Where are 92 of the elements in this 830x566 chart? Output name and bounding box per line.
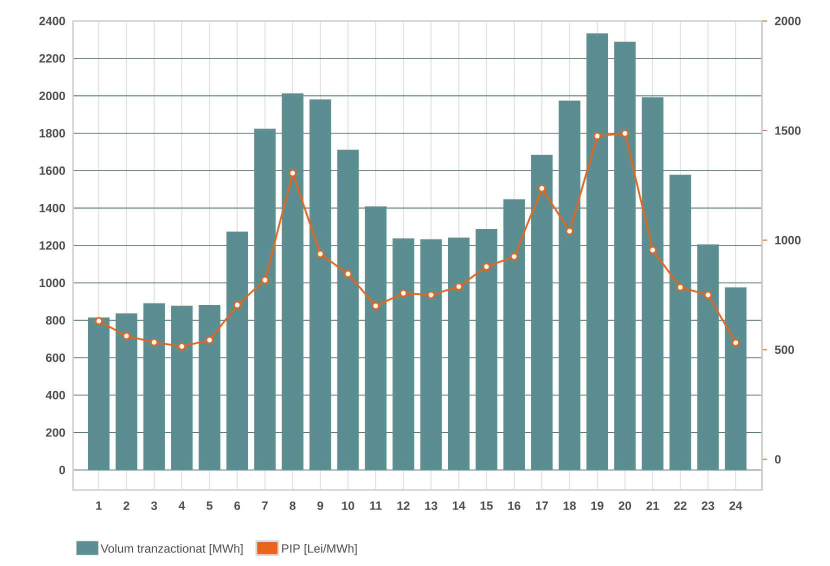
bar (337, 150, 359, 470)
point (372, 302, 380, 310)
point (676, 283, 684, 292)
point (732, 338, 740, 347)
bar (503, 199, 525, 470)
point (538, 184, 546, 192)
bar (448, 238, 470, 470)
point (178, 342, 186, 350)
x-tick-label: 4 (178, 501, 186, 510)
bar (558, 100, 580, 470)
x-tick-label: 15 (480, 501, 493, 510)
x-tick-label: 19 (591, 501, 604, 510)
legend-label: Volum tranzactionat [MWh] (100, 544, 243, 556)
y-tick-label: 2400 (39, 16, 66, 26)
point (454, 282, 463, 291)
y2-tick-label: 1000 (775, 236, 801, 244)
x-tick-label: 2 (124, 501, 130, 510)
x-tick-label: 13 (425, 501, 438, 510)
y-tick-label: 1200 (40, 241, 66, 250)
x-tick-label: 22 (674, 501, 686, 510)
bar (531, 154, 553, 470)
y-tick-label: 1000 (40, 278, 66, 288)
x-tick-label: 18 (564, 501, 576, 510)
x-tick-label: 21 (646, 501, 659, 510)
bar (614, 42, 636, 470)
x-tick-label: 14 (452, 501, 466, 510)
bar (724, 287, 746, 470)
y-tick-label: 0 (59, 466, 66, 474)
x-tick-label: 17 (536, 501, 548, 510)
bar (88, 318, 110, 470)
y-tick-label: 1800 (40, 129, 66, 138)
point (150, 338, 158, 346)
bar (670, 174, 692, 470)
bar (642, 97, 664, 470)
x-tick-label: 11 (370, 501, 382, 510)
bar (198, 304, 220, 470)
point (620, 129, 629, 138)
point (704, 290, 712, 299)
point (427, 290, 436, 299)
point (316, 250, 324, 258)
x-tick-label: 7 (262, 501, 268, 510)
x-tick-label: 12 (397, 501, 410, 510)
point (593, 132, 602, 140)
x-tick-label: 9 (317, 501, 324, 510)
x-tick-label: 5 (206, 501, 213, 510)
x-tick-label: 1 (96, 501, 102, 510)
x-tick-label: 3 (151, 501, 158, 510)
point (260, 276, 269, 284)
point (94, 317, 103, 325)
y2-tick-label: 1500 (775, 126, 801, 135)
point (482, 262, 490, 271)
bar (116, 313, 138, 470)
bar (171, 306, 193, 470)
y-tick-label: 600 (46, 353, 66, 362)
y-tick-label: 400 (46, 390, 66, 400)
x-tick-label: 20 (618, 501, 632, 510)
y-tick-label: 1600 (40, 166, 66, 175)
y-tick-label: 1400 (40, 204, 66, 212)
y-tick-label: 200 (46, 428, 66, 437)
point (566, 227, 574, 236)
x-tick-label: 8 (290, 501, 296, 510)
y-tick-label: 2000 (39, 92, 66, 100)
bar (586, 33, 608, 470)
y2-tick-label: 500 (774, 345, 794, 354)
x-tick-label: 16 (508, 501, 520, 510)
point (288, 169, 297, 178)
bar (310, 99, 332, 470)
x-tick-label: 10 (342, 501, 354, 510)
x-tick-label: 23 (702, 501, 714, 510)
bar (143, 303, 165, 470)
bar (282, 93, 304, 470)
bar (254, 128, 276, 470)
point (233, 301, 242, 310)
point (122, 332, 130, 340)
bar (364, 206, 386, 470)
x-tick-label: 24 (729, 501, 742, 510)
y2-tick-label: 2000 (774, 16, 801, 26)
point (510, 252, 518, 261)
bar (697, 244, 719, 470)
y-tick-label: 2200 (39, 54, 66, 63)
bar (476, 229, 498, 470)
legend-label: PIP [Lei/MWh] (282, 544, 357, 556)
y-tick-label: 800 (46, 316, 66, 325)
bar (392, 238, 414, 470)
point (206, 336, 214, 344)
point (648, 246, 657, 254)
y2-tick-label: 0 (774, 455, 781, 464)
point (344, 270, 352, 278)
point (399, 289, 408, 298)
bar (420, 239, 442, 470)
x-tick-label: 6 (234, 501, 240, 510)
bar (226, 232, 248, 470)
